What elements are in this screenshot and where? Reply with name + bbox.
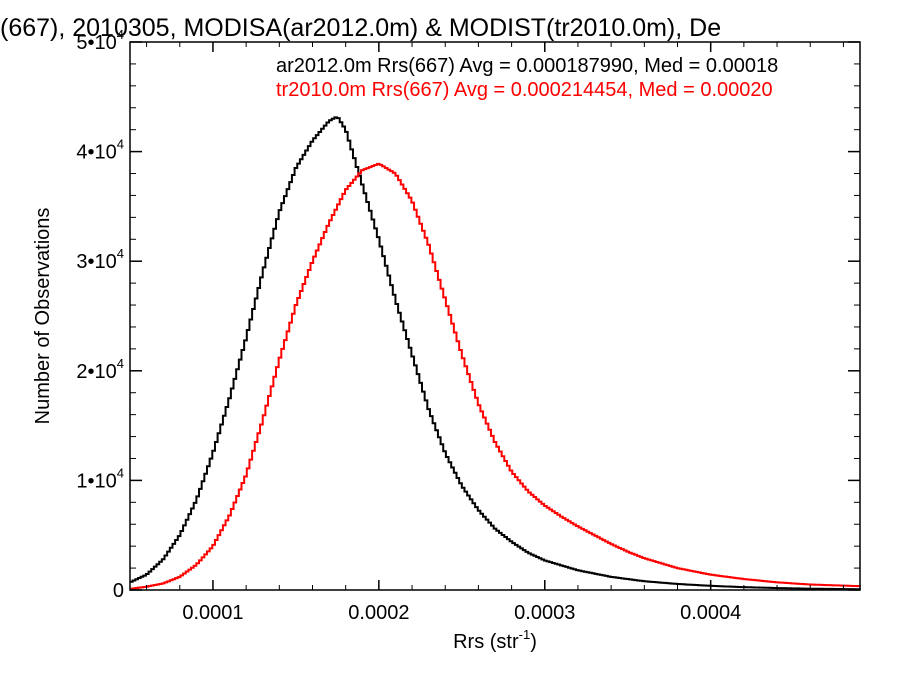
y-tick-label: 4•104	[76, 137, 124, 164]
series-1-line	[130, 116, 861, 591]
legend-entry-1: ar2012.0m Rrs(667) Avg = 0.000187990, Me…	[276, 55, 778, 77]
plot-frame	[129, 41, 861, 591]
y-tick-mantissa: 2•10	[76, 361, 116, 383]
y-tick-exponent: 4	[117, 246, 124, 261]
y-tick-label: 0	[113, 580, 124, 602]
x-tick-label: 0.0002	[348, 602, 409, 624]
ticks-layer: 0.0001 0.0002 0.0003 0.000401•1042•1043•104…	[76, 27, 860, 624]
x-axis-label: Rrs (str-1)	[453, 627, 537, 653]
y-tick-exponent: 4	[117, 27, 124, 42]
x-tick-label: 0.0003	[514, 602, 575, 624]
y-axis-label: Number of Observations	[32, 208, 54, 425]
legend: ar2012.0m Rrs(667) Avg = 0.000187990, Me…	[276, 55, 778, 101]
series-2-line	[130, 162, 861, 590]
y-tick-mantissa: 0	[113, 580, 124, 602]
y-tick-label: 2•104	[76, 356, 124, 383]
y-tick-exponent: 4	[117, 465, 124, 480]
y-tick-exponent: 4	[117, 137, 124, 152]
x-axis-label-main: Rrs (str	[453, 631, 519, 653]
x-tick-label: 0.0004	[680, 602, 741, 624]
y-tick-label: 1•104	[76, 465, 124, 492]
x-tick-label: 0.0001	[182, 602, 243, 624]
x-axis-label-close: )	[530, 631, 537, 653]
legend-entry-2: tr2010.0m Rrs(667) Avg = 0.000214454, Me…	[276, 79, 773, 101]
y-tick-label: 5•104	[76, 27, 124, 54]
series-layer	[130, 116, 861, 591]
y-tick-exponent: 4	[117, 356, 124, 371]
y-tick-mantissa: 3•10	[76, 251, 116, 273]
y-tick-mantissa: 5•10	[76, 32, 116, 54]
x-axis-label-exponent: -1	[519, 627, 531, 642]
y-tick-label: 3•104	[76, 246, 124, 273]
chart-title: (667), 2010305, MODISA(ar2012.0m) & MODI…	[0, 14, 721, 42]
y-tick-mantissa: 4•10	[76, 142, 116, 164]
y-tick-mantissa: 1•10	[76, 470, 116, 492]
